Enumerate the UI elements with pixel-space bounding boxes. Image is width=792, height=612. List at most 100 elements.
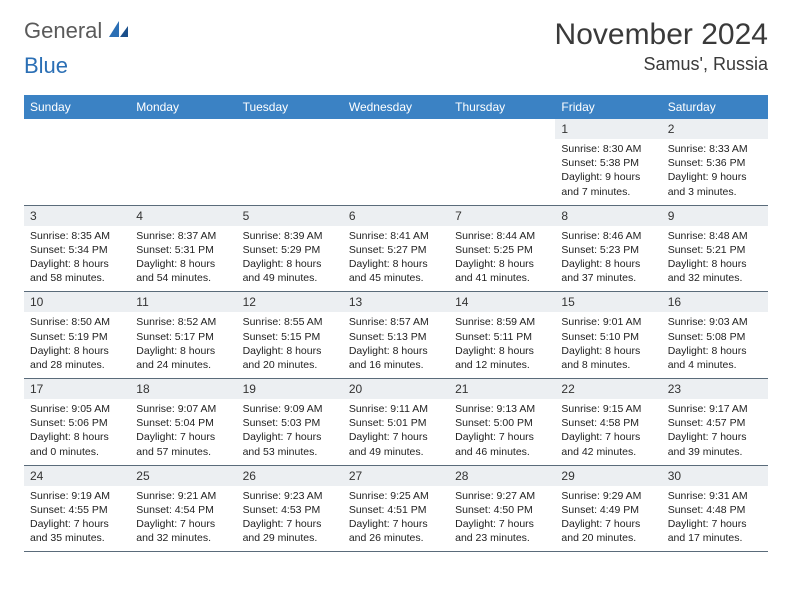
- day-number: 11: [130, 292, 236, 312]
- sunset-text: Sunset: 5:08 PM: [668, 330, 762, 344]
- sunrise-text: Sunrise: 9:29 AM: [561, 489, 655, 503]
- calendar-day-cell: 25Sunrise: 9:21 AMSunset: 4:54 PMDayligh…: [130, 465, 236, 552]
- calendar-day-cell: 22Sunrise: 9:15 AMSunset: 4:58 PMDayligh…: [555, 379, 661, 466]
- daylight-text-2: and 57 minutes.: [136, 445, 230, 459]
- daylight-text-1: Daylight: 7 hours: [455, 517, 549, 531]
- weekday-header-row: Sunday Monday Tuesday Wednesday Thursday…: [24, 95, 768, 119]
- sunrise-text: Sunrise: 9:03 AM: [668, 315, 762, 329]
- sunset-text: Sunset: 5:10 PM: [561, 330, 655, 344]
- day-number: 30: [662, 466, 768, 486]
- day-number: 10: [24, 292, 130, 312]
- sunrise-text: Sunrise: 9:01 AM: [561, 315, 655, 329]
- calendar-day-cell: 30Sunrise: 9:31 AMSunset: 4:48 PMDayligh…: [662, 465, 768, 552]
- weekday-header: Sunday: [24, 95, 130, 119]
- weekday-header: Monday: [130, 95, 236, 119]
- day-content: Sunrise: 8:30 AMSunset: 5:38 PMDaylight:…: [555, 139, 661, 205]
- daylight-text-2: and 49 minutes.: [243, 271, 337, 285]
- daylight-text-1: Daylight: 7 hours: [243, 430, 337, 444]
- weekday-header: Friday: [555, 95, 661, 119]
- day-content: Sunrise: 9:11 AMSunset: 5:01 PMDaylight:…: [343, 399, 449, 465]
- day-content: Sunrise: 8:35 AMSunset: 5:34 PMDaylight:…: [24, 226, 130, 292]
- day-number: 29: [555, 466, 661, 486]
- day-number: 28: [449, 466, 555, 486]
- daylight-text-1: Daylight: 7 hours: [668, 430, 762, 444]
- day-content: Sunrise: 9:27 AMSunset: 4:50 PMDaylight:…: [449, 486, 555, 552]
- calendar-day-cell: 4Sunrise: 8:37 AMSunset: 5:31 PMDaylight…: [130, 205, 236, 292]
- daylight-text-2: and 20 minutes.: [561, 531, 655, 545]
- sunrise-text: Sunrise: 8:50 AM: [30, 315, 124, 329]
- day-number: 5: [237, 206, 343, 226]
- day-number: 20: [343, 379, 449, 399]
- calendar-day-cell: [343, 119, 449, 205]
- sunrise-text: Sunrise: 8:35 AM: [30, 229, 124, 243]
- day-content: Sunrise: 8:55 AMSunset: 5:15 PMDaylight:…: [237, 312, 343, 378]
- daylight-text-2: and 28 minutes.: [30, 358, 124, 372]
- sunrise-text: Sunrise: 9:23 AM: [243, 489, 337, 503]
- calendar-day-cell: 1Sunrise: 8:30 AMSunset: 5:38 PMDaylight…: [555, 119, 661, 205]
- daylight-text-1: Daylight: 9 hours: [668, 170, 762, 184]
- daylight-text-1: Daylight: 8 hours: [668, 344, 762, 358]
- weekday-header: Wednesday: [343, 95, 449, 119]
- calendar-day-cell: 14Sunrise: 8:59 AMSunset: 5:11 PMDayligh…: [449, 292, 555, 379]
- daylight-text-1: Daylight: 8 hours: [243, 257, 337, 271]
- day-content: Sunrise: 9:15 AMSunset: 4:58 PMDaylight:…: [555, 399, 661, 465]
- sunrise-text: Sunrise: 8:33 AM: [668, 142, 762, 156]
- calendar-day-cell: 26Sunrise: 9:23 AMSunset: 4:53 PMDayligh…: [237, 465, 343, 552]
- calendar-day-cell: 3Sunrise: 8:35 AMSunset: 5:34 PMDaylight…: [24, 205, 130, 292]
- calendar-week-row: 1Sunrise: 8:30 AMSunset: 5:38 PMDaylight…: [24, 119, 768, 205]
- calendar-week-row: 3Sunrise: 8:35 AMSunset: 5:34 PMDaylight…: [24, 205, 768, 292]
- daylight-text-2: and 16 minutes.: [349, 358, 443, 372]
- daylight-text-1: Daylight: 7 hours: [668, 517, 762, 531]
- day-content: Sunrise: 9:23 AMSunset: 4:53 PMDaylight:…: [237, 486, 343, 552]
- day-number: 25: [130, 466, 236, 486]
- calendar-day-cell: 29Sunrise: 9:29 AMSunset: 4:49 PMDayligh…: [555, 465, 661, 552]
- logo-text-general: General: [24, 18, 102, 44]
- daylight-text-1: Daylight: 8 hours: [349, 257, 443, 271]
- day-content: Sunrise: 8:52 AMSunset: 5:17 PMDaylight:…: [130, 312, 236, 378]
- daylight-text-2: and 17 minutes.: [668, 531, 762, 545]
- daylight-text-1: Daylight: 8 hours: [136, 344, 230, 358]
- day-content: Sunrise: 8:50 AMSunset: 5:19 PMDaylight:…: [24, 312, 130, 378]
- daylight-text-2: and 24 minutes.: [136, 358, 230, 372]
- daylight-text-1: Daylight: 7 hours: [455, 430, 549, 444]
- day-content: Sunrise: 9:31 AMSunset: 4:48 PMDaylight:…: [662, 486, 768, 552]
- daylight-text-2: and 20 minutes.: [243, 358, 337, 372]
- day-number: 24: [24, 466, 130, 486]
- day-number: 15: [555, 292, 661, 312]
- day-number: 27: [343, 466, 449, 486]
- sunset-text: Sunset: 5:27 PM: [349, 243, 443, 257]
- daylight-text-2: and 54 minutes.: [136, 271, 230, 285]
- calendar-day-cell: 20Sunrise: 9:11 AMSunset: 5:01 PMDayligh…: [343, 379, 449, 466]
- sunrise-text: Sunrise: 9:15 AM: [561, 402, 655, 416]
- day-content: Sunrise: 9:07 AMSunset: 5:04 PMDaylight:…: [130, 399, 236, 465]
- day-content: Sunrise: 9:19 AMSunset: 4:55 PMDaylight:…: [24, 486, 130, 552]
- day-number: 23: [662, 379, 768, 399]
- sunset-text: Sunset: 5:38 PM: [561, 156, 655, 170]
- daylight-text-1: Daylight: 9 hours: [561, 170, 655, 184]
- sunset-text: Sunset: 4:57 PM: [668, 416, 762, 430]
- day-content: Sunrise: 9:13 AMSunset: 5:00 PMDaylight:…: [449, 399, 555, 465]
- daylight-text-1: Daylight: 8 hours: [136, 257, 230, 271]
- daylight-text-2: and 0 minutes.: [30, 445, 124, 459]
- sunrise-text: Sunrise: 9:13 AM: [455, 402, 549, 416]
- day-number: 6: [343, 206, 449, 226]
- sunrise-text: Sunrise: 8:55 AM: [243, 315, 337, 329]
- day-number: 7: [449, 206, 555, 226]
- sunset-text: Sunset: 5:00 PM: [455, 416, 549, 430]
- daylight-text-2: and 3 minutes.: [668, 185, 762, 199]
- sunset-text: Sunset: 5:04 PM: [136, 416, 230, 430]
- logo-text-blue: Blue: [24, 53, 68, 79]
- calendar-day-cell: 27Sunrise: 9:25 AMSunset: 4:51 PMDayligh…: [343, 465, 449, 552]
- day-content: Sunrise: 9:21 AMSunset: 4:54 PMDaylight:…: [130, 486, 236, 552]
- day-number: 4: [130, 206, 236, 226]
- day-content: Sunrise: 8:57 AMSunset: 5:13 PMDaylight:…: [343, 312, 449, 378]
- daylight-text-2: and 23 minutes.: [455, 531, 549, 545]
- daylight-text-1: Daylight: 7 hours: [243, 517, 337, 531]
- sunset-text: Sunset: 5:25 PM: [455, 243, 549, 257]
- daylight-text-1: Daylight: 7 hours: [30, 517, 124, 531]
- daylight-text-1: Daylight: 8 hours: [455, 344, 549, 358]
- day-content: Sunrise: 8:46 AMSunset: 5:23 PMDaylight:…: [555, 226, 661, 292]
- day-content: Sunrise: 9:05 AMSunset: 5:06 PMDaylight:…: [24, 399, 130, 465]
- calendar-day-cell: [130, 119, 236, 205]
- day-content: Sunrise: 8:33 AMSunset: 5:36 PMDaylight:…: [662, 139, 768, 205]
